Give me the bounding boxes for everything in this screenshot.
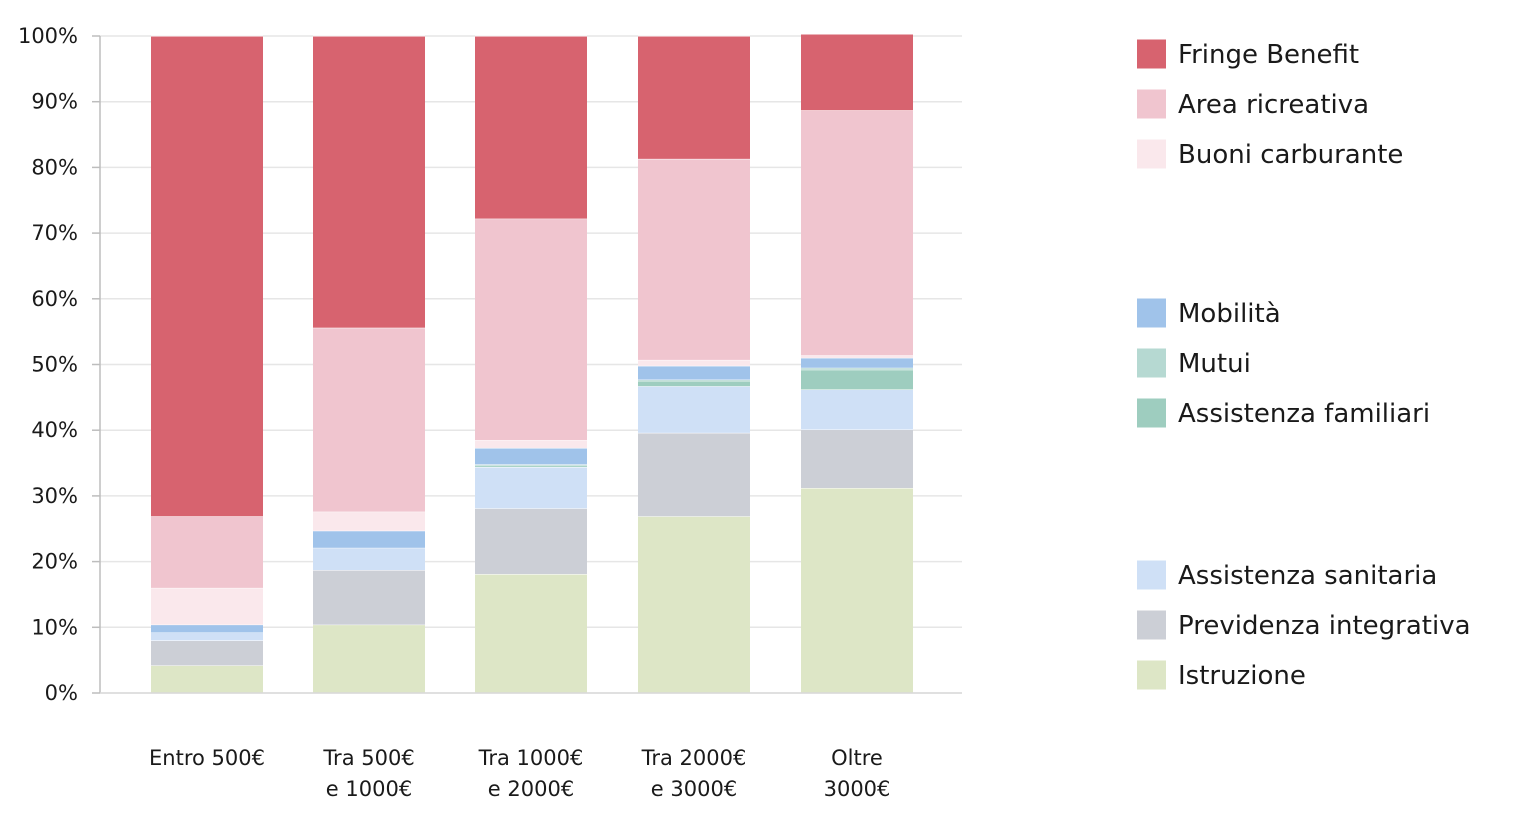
y-tick-label: 30% bbox=[31, 484, 78, 508]
x-tick-label: Oltre 3000€ bbox=[824, 746, 891, 801]
legend-swatch bbox=[1137, 610, 1166, 640]
legend-item-assistenza-sanitaria: Assistenza sanitaria bbox=[1137, 560, 1437, 591]
legend-label: Fringe Benefit bbox=[1178, 40, 1359, 70]
bar-segment-istruzione bbox=[475, 574, 587, 693]
bar-segment-buoni-carburante bbox=[801, 355, 913, 358]
legend-item-area-ricreativa: Area ricreativa bbox=[1137, 89, 1369, 120]
bar-segment-assistenza-sanitaria bbox=[638, 386, 750, 433]
bar-segment-mobilita bbox=[151, 624, 263, 633]
bar-segment-assistenza-familiari bbox=[475, 465, 587, 467]
x-tick-label: Tra 2000€ e 3000€ bbox=[641, 746, 747, 801]
y-tick-label: 90% bbox=[31, 90, 78, 114]
legend-label: Mobilità bbox=[1178, 299, 1281, 329]
bar-segment-previdenza-integrativa bbox=[638, 432, 750, 517]
bar-segment-area-ricreativa bbox=[638, 158, 750, 360]
bar-segment-buoni-carburante bbox=[313, 511, 425, 531]
y-tick-label: 80% bbox=[31, 155, 78, 179]
x-tick-label: Tra 1000€ e 2000€ bbox=[478, 746, 584, 801]
bar-segment-assistenza-sanitaria bbox=[475, 466, 587, 509]
bar-segment-mutui bbox=[801, 367, 913, 370]
bar-segment-buoni-carburante bbox=[475, 440, 587, 448]
legend-swatch bbox=[1137, 348, 1166, 378]
legend-swatch bbox=[1137, 298, 1166, 328]
y-tick-label: 60% bbox=[31, 287, 78, 311]
legend-label: Previdenza integrativa bbox=[1178, 611, 1471, 641]
y-tick-label: 0% bbox=[45, 681, 78, 705]
legend-label: Assistenza sanitaria bbox=[1178, 561, 1437, 591]
legend-item-fringe-benefit: Fringe Benefit bbox=[1137, 39, 1359, 70]
bar-segment-mobilita bbox=[475, 447, 587, 465]
legend: Fringe Benefit Area ricreativa Buoni carbu… bbox=[1137, 39, 1471, 691]
bar-segment-istruzione bbox=[313, 624, 425, 693]
legend-swatch bbox=[1137, 398, 1166, 428]
y-tick-label: 50% bbox=[31, 353, 78, 377]
bar-segment-fringe-benefit bbox=[313, 36, 425, 328]
legend-item-mobilita: Mobilità bbox=[1137, 298, 1281, 329]
bar-segment-istruzione bbox=[638, 516, 750, 693]
legend-label: Buoni carburante bbox=[1178, 140, 1403, 170]
y-tick-label: 10% bbox=[31, 615, 78, 639]
bar-segment-mutui bbox=[475, 464, 587, 466]
legend-label: Istruzione bbox=[1178, 661, 1306, 691]
bar-segment-buoni-carburante bbox=[151, 587, 263, 625]
legend-swatch bbox=[1137, 660, 1166, 690]
x-axis-labels: Entro 500€ Tra 500€ e 1000€ Tra 1000€ e 2000… bbox=[149, 746, 890, 801]
bar-segment-area-ricreativa bbox=[313, 327, 425, 512]
bar-segment-mobilita bbox=[313, 530, 425, 548]
y-tick-label: 70% bbox=[31, 221, 78, 245]
bar-segment-fringe-benefit bbox=[801, 34, 913, 111]
legend-label: Mutui bbox=[1178, 349, 1251, 379]
bar-segment-mobilita bbox=[801, 357, 913, 368]
bar-segment-fringe-benefit bbox=[151, 36, 263, 517]
y-tick-label: 20% bbox=[31, 550, 78, 574]
x-tick-label: Tra 500€ e 1000€ bbox=[322, 746, 414, 801]
bar-segment-area-ricreativa bbox=[151, 516, 263, 588]
legend-swatch bbox=[1137, 139, 1166, 169]
bars bbox=[151, 33, 913, 693]
bar-segment-assistenza-sanitaria bbox=[313, 547, 425, 571]
bar-segment-previdenza-integrativa bbox=[313, 570, 425, 625]
bar-segment-assistenza-sanitaria bbox=[801, 389, 913, 430]
legend-label: Assistenza familiari bbox=[1178, 399, 1430, 429]
y-tick-label: 100% bbox=[18, 24, 78, 48]
x-tick-label: Entro 500€ bbox=[149, 746, 265, 770]
legend-item-assistenza-familiari: Assistenza familiari bbox=[1137, 398, 1430, 429]
legend-item-istruzione: Istruzione bbox=[1137, 660, 1306, 691]
bar-segment-area-ricreativa bbox=[801, 110, 913, 356]
bar-segment-previdenza-integrativa bbox=[801, 429, 913, 489]
legend-swatch bbox=[1137, 560, 1166, 590]
bar-segment-previdenza-integrativa bbox=[151, 640, 263, 666]
legend-item-buoni-carburante: Buoni carburante bbox=[1137, 139, 1403, 170]
bar-segment-istruzione bbox=[801, 488, 913, 693]
y-axis: 0% 10% 20% 30% 40% 50% 60% 70% 80% 90% 100% bbox=[18, 24, 962, 705]
legend-swatch bbox=[1137, 89, 1166, 119]
bar-segment-previdenza-integrativa bbox=[475, 508, 587, 575]
bar-segment-mobilita bbox=[638, 365, 750, 380]
bar-segment-mutui bbox=[638, 379, 750, 381]
bar-segment-istruzione bbox=[151, 665, 263, 693]
bar-segment-assistenza-familiari bbox=[801, 369, 913, 390]
bar-segment-buoni-carburante bbox=[638, 359, 750, 366]
bar-segment-fringe-benefit bbox=[475, 36, 587, 219]
bar-segment-area-ricreativa bbox=[475, 218, 587, 441]
bar-segment-assistenza-sanitaria bbox=[151, 632, 263, 641]
bar-segment-assistenza-familiari bbox=[638, 380, 750, 387]
legend-item-previdenza-integrativa: Previdenza integrativa bbox=[1137, 610, 1471, 641]
legend-label: Area ricreativa bbox=[1178, 90, 1369, 120]
legend-swatch bbox=[1137, 39, 1166, 69]
legend-item-mutui: Mutui bbox=[1137, 348, 1251, 379]
y-tick-label: 40% bbox=[31, 418, 78, 442]
bar-segment-fringe-benefit bbox=[638, 36, 750, 159]
